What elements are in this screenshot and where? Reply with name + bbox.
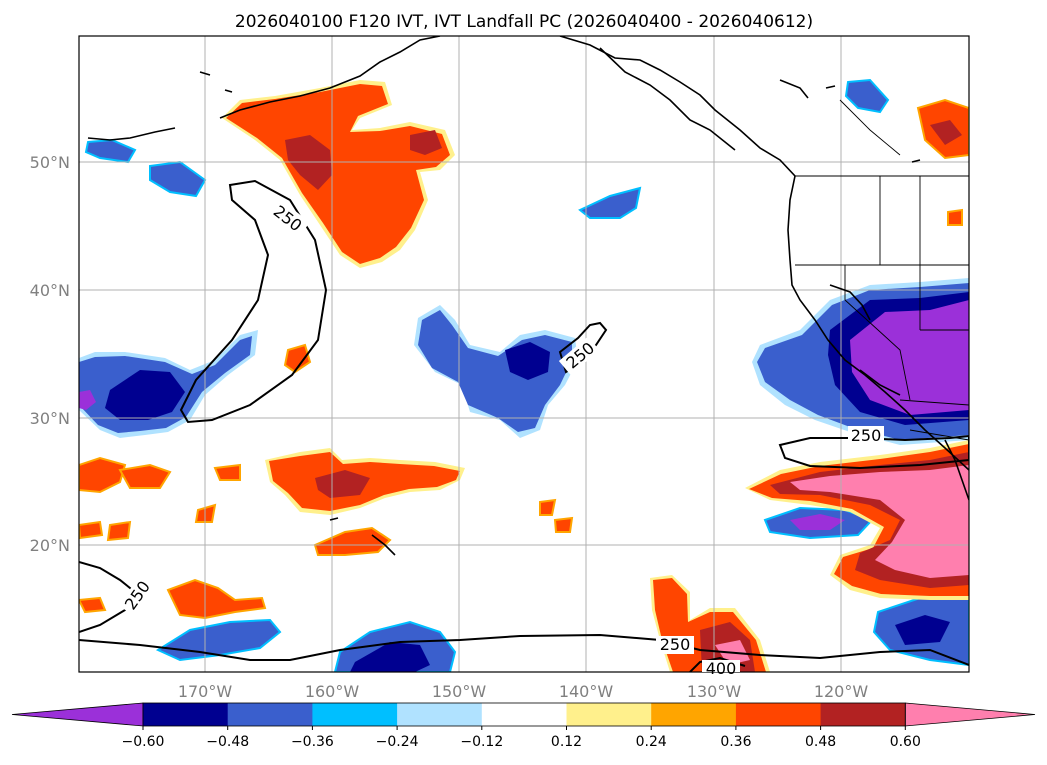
contour-label: 400: [706, 659, 737, 678]
map-area: [79, 36, 969, 672]
colorbar-tick-label: −0.12: [460, 734, 503, 750]
lat-label: 40°N: [30, 281, 70, 300]
map-frame: [78, 35, 970, 673]
colorbar-extend-high: [904, 702, 1036, 727]
lat-label: 50°N: [30, 153, 70, 172]
colorbar-segment: [820, 703, 906, 726]
colorbar-segment: [651, 703, 737, 726]
negative-ivt-regions: [79, 78, 969, 672]
colorbar-tick-label: −0.60: [122, 734, 165, 750]
colorbar-segment: [143, 703, 229, 726]
colorbar-segment: [481, 703, 567, 726]
colorbar: [11, 702, 1036, 727]
colorbar-segment: [735, 703, 822, 726]
colorbar-extend-low: [11, 702, 144, 727]
lat-label: 20°N: [30, 536, 70, 555]
latitude-labels: 50°N 40°N 30°N 20°N: [30, 153, 70, 555]
colorbar-tick-label: 0.60: [890, 734, 921, 750]
figure-title: 2026040100 F120 IVT, IVT Landfall PC (20…: [235, 12, 813, 32]
colorbar-segment: [566, 703, 652, 726]
colorbar-tick-label: −0.48: [206, 734, 249, 750]
colorbar-tick-label: 0.24: [636, 734, 667, 750]
lat-label: 30°N: [30, 409, 70, 428]
lon-label: 130°W: [687, 682, 742, 701]
colorbar-tick-label: 0.36: [720, 734, 751, 750]
colorbar-ticks: −0.60 −0.48 −0.36 −0.24 −0.12 0.12 0.24 0.36 0.4…: [122, 726, 921, 750]
colorbar-tick-label: −0.24: [376, 734, 419, 750]
lon-label: 160°W: [305, 682, 360, 701]
positive-ivt-regions: [79, 80, 969, 672]
contour-label: 250: [851, 426, 882, 445]
colorbar-tick-label: 0.12: [551, 734, 582, 750]
coastlines: [87, 36, 969, 556]
state-borders: [795, 99, 969, 441]
colorbar-outline: [142, 702, 906, 727]
lon-label: 150°W: [432, 682, 487, 701]
lon-label: 140°W: [559, 682, 614, 701]
longitude-labels: 170°W 160°W 150°W 140°W 130°W 120°W: [178, 682, 869, 701]
contour-label: 250: [660, 635, 691, 654]
colorbar-segment: [227, 703, 313, 726]
lon-label: 170°W: [178, 682, 233, 701]
colorbar-segment: [312, 703, 398, 726]
colorbar-segment: [397, 703, 483, 726]
colorbar-tick-label: 0.48: [805, 734, 836, 750]
colorbar-tick-label: −0.36: [291, 734, 334, 750]
lon-label: 120°W: [814, 682, 869, 701]
